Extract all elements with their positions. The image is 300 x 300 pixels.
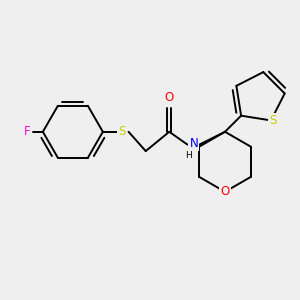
Text: S: S: [269, 114, 277, 127]
Text: O: O: [165, 91, 174, 104]
Text: H: H: [185, 151, 192, 160]
Text: F: F: [23, 125, 30, 138]
Text: S: S: [118, 125, 126, 138]
Text: O: O: [220, 185, 230, 198]
Text: N: N: [190, 137, 198, 150]
